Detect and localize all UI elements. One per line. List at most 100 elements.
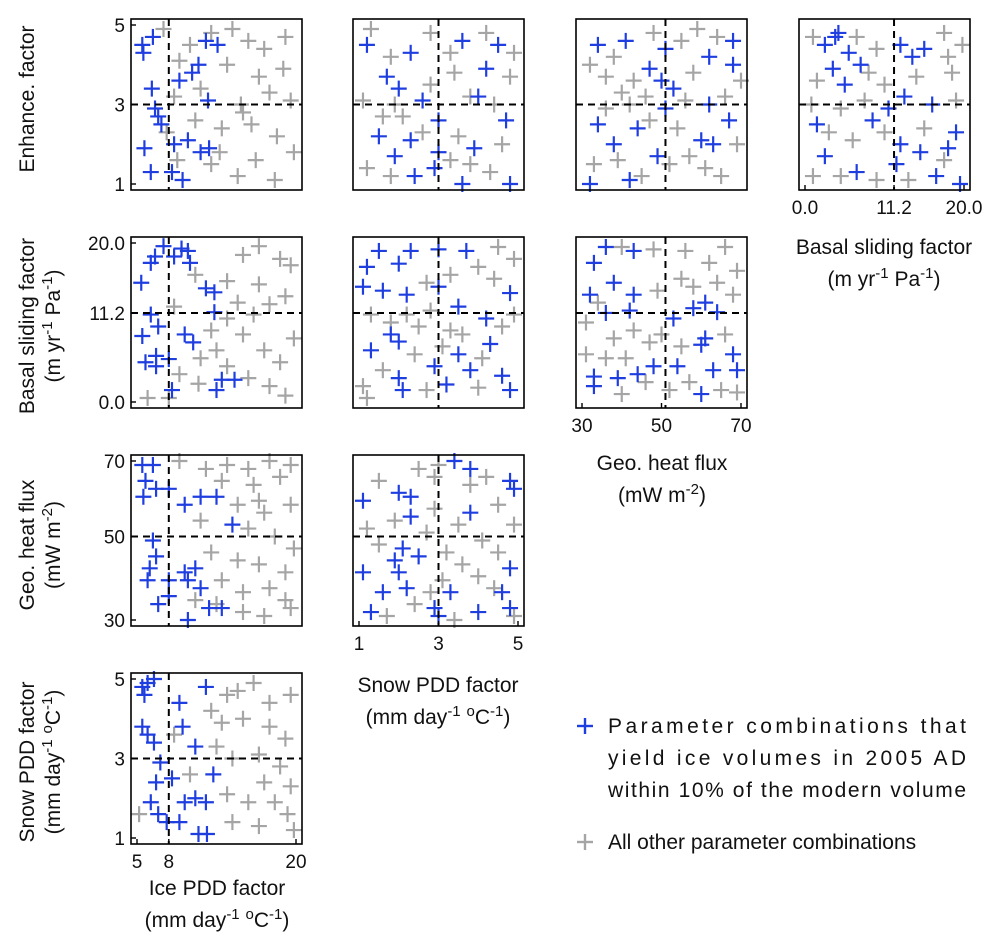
y-tick-label: 70: [104, 452, 125, 473]
data-point-other: [250, 492, 267, 509]
panel-geo_heat_flux-vs-ice_pdd: 30 50 70: [104, 452, 303, 632]
data-point-other: [685, 64, 702, 81]
data-point-selected: [187, 738, 204, 755]
data-point-selected: [725, 56, 742, 73]
data-point-selected: [470, 88, 487, 105]
data-point-selected: [155, 238, 172, 255]
data-point-selected: [589, 36, 606, 53]
data-point-selected: [144, 28, 161, 45]
y-label-basal-sliding: Basal sliding factor: [16, 238, 39, 414]
data-point-other: [804, 168, 821, 185]
data-point-other: [506, 516, 523, 533]
data-point-other: [848, 28, 865, 45]
data-point-other: [506, 608, 523, 625]
data-point-selected: [585, 254, 602, 271]
data-point-selected: [498, 112, 515, 129]
data-point-other: [410, 460, 427, 477]
data-point-selected: [410, 548, 427, 565]
data-point-other: [272, 354, 289, 371]
data-point-other: [438, 544, 455, 561]
data-point-selected: [848, 164, 865, 181]
data-point-other: [261, 718, 278, 735]
data-point-other: [709, 274, 726, 291]
data-point-selected: [176, 794, 193, 811]
data-point-selected: [163, 382, 180, 399]
data-point-other: [224, 814, 241, 831]
data-point-other: [585, 156, 602, 173]
panel-enhancement-vs-basal_sliding: 0.0 11.2 20.0: [792, 18, 982, 219]
data-point-selected: [725, 346, 742, 363]
data-point-other: [701, 254, 718, 271]
y-tick-label: 20.0: [88, 234, 125, 255]
data-point-other: [633, 168, 650, 185]
data-point-selected: [888, 156, 905, 173]
data-point-other: [868, 40, 885, 57]
data-point-selected: [402, 242, 419, 259]
data-point-selected: [625, 286, 642, 303]
data-point-other: [192, 512, 209, 529]
x-label-snow-pdd: Snow PDD factor: [357, 674, 518, 697]
data-point-selected: [653, 72, 670, 89]
data-point-other: [673, 32, 690, 49]
data-point-other: [279, 806, 296, 823]
data-point-other: [261, 296, 278, 313]
data-point-other: [282, 778, 299, 795]
data-point-other: [713, 382, 730, 399]
data-point-other: [266, 172, 283, 189]
data-point-selected: [176, 496, 193, 513]
legend-plus-selected: [577, 718, 593, 734]
data-point-selected: [494, 367, 511, 384]
data-point-other: [398, 306, 415, 323]
data-point-selected: [490, 36, 507, 53]
data-point-other: [418, 524, 435, 541]
data-point-other: [245, 674, 262, 691]
x-tick-label: 1: [354, 634, 365, 655]
data-point-selected: [182, 254, 198, 271]
data-point-other: [250, 746, 267, 763]
data-point-other: [868, 172, 885, 189]
data-point-other: [282, 92, 299, 109]
data-point-selected: [462, 460, 479, 477]
data-point-selected: [827, 28, 844, 45]
data-point-selected: [171, 694, 188, 711]
data-point-other: [916, 120, 933, 137]
data-point-other: [394, 108, 411, 125]
data-point-selected: [390, 255, 407, 272]
data-point-other: [442, 152, 459, 169]
data-point-selected: [176, 326, 193, 343]
data-point-selected: [141, 560, 158, 577]
data-point-other: [358, 520, 375, 537]
data-point-other: [506, 250, 523, 267]
panel-basal_sliding-vs-snow_pdd: [352, 236, 525, 409]
data-point-other: [948, 92, 965, 109]
data-point-selected: [450, 298, 467, 315]
data-point-other: [256, 342, 273, 359]
data-point-other: [597, 68, 614, 85]
data-point-other: [211, 144, 228, 161]
data-point-other: [414, 124, 431, 141]
data-point-other: [442, 44, 459, 61]
panel-frame: [352, 236, 525, 409]
data-point-selected: [354, 564, 371, 581]
data-point-other: [577, 314, 594, 331]
data-point-selected: [466, 140, 483, 157]
data-point-other: [285, 330, 302, 347]
data-point-selected: [362, 604, 379, 621]
data-point-selected: [136, 686, 153, 703]
data-point-selected: [502, 382, 519, 399]
data-point-selected: [205, 766, 222, 783]
data-point-selected: [581, 286, 598, 303]
data-point-selected: [478, 60, 495, 77]
data-point-other: [213, 472, 230, 489]
data-point-other: [490, 496, 507, 513]
data-point-other: [418, 274, 435, 291]
data-point-other: [478, 24, 495, 41]
data-point-selected: [693, 336, 710, 353]
data-point-selected: [362, 342, 379, 359]
data-point-selected: [892, 136, 909, 153]
data-point-other: [442, 266, 459, 283]
x-tick-label: 0.0: [792, 198, 818, 219]
data-point-other: [729, 384, 746, 401]
data-point-selected: [645, 358, 662, 375]
data-point-selected: [502, 472, 519, 489]
